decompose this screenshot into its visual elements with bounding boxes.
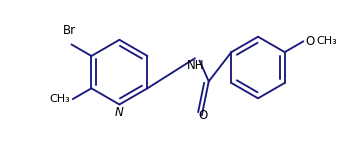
Text: O: O: [306, 35, 315, 48]
Text: N: N: [115, 106, 124, 119]
Text: O: O: [198, 109, 207, 122]
Text: NH: NH: [187, 59, 204, 73]
Text: CH₃: CH₃: [49, 94, 70, 104]
Text: Br: Br: [63, 24, 77, 38]
Text: CH₃: CH₃: [317, 36, 337, 46]
